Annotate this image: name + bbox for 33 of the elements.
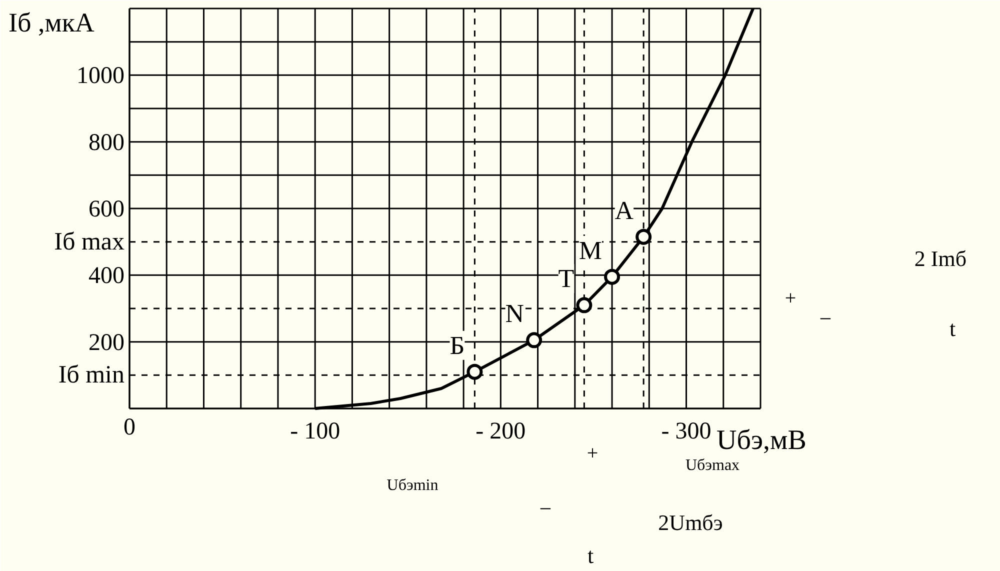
y-tick-label: 600	[88, 196, 124, 222]
x-axis-title: Uбэ,мВ	[716, 425, 806, 456]
text: +	[784, 288, 796, 310]
annotation: M	[578, 236, 602, 265]
point	[526, 332, 542, 348]
y-tick-label: 200	[88, 330, 124, 356]
y-tick-label: 1000	[76, 63, 124, 90]
y-tick-label: 400	[88, 263, 124, 290]
point	[604, 268, 620, 285]
text: 2Umбэ	[658, 510, 723, 535]
text: Uбэmax	[685, 457, 740, 474]
annotation: Б	[450, 330, 465, 360]
annotation: A	[614, 196, 634, 225]
x-tick-label: - 200	[476, 418, 526, 444]
text: +	[586, 442, 598, 464]
text: −	[819, 306, 832, 331]
text: Uбэmin	[386, 477, 438, 494]
y-tick-label: 800	[88, 130, 124, 156]
point	[466, 364, 483, 380]
text: −	[539, 496, 552, 521]
point	[636, 228, 652, 245]
annotation: N	[505, 299, 524, 328]
ref-line-label: Iб min	[58, 362, 125, 389]
text: 2 Imб	[914, 246, 967, 271]
ref-line-label: Iб max	[54, 228, 125, 256]
point	[576, 297, 592, 314]
text: t	[587, 543, 594, 568]
x-tick-label: 0	[124, 414, 136, 440]
text: t	[949, 316, 956, 341]
y-axis-title: Iб ,мкА	[8, 8, 95, 38]
x-tick-label: - 100	[290, 418, 340, 444]
x-tick-label: - 300	[661, 418, 712, 444]
annotation: T	[558, 264, 574, 294]
